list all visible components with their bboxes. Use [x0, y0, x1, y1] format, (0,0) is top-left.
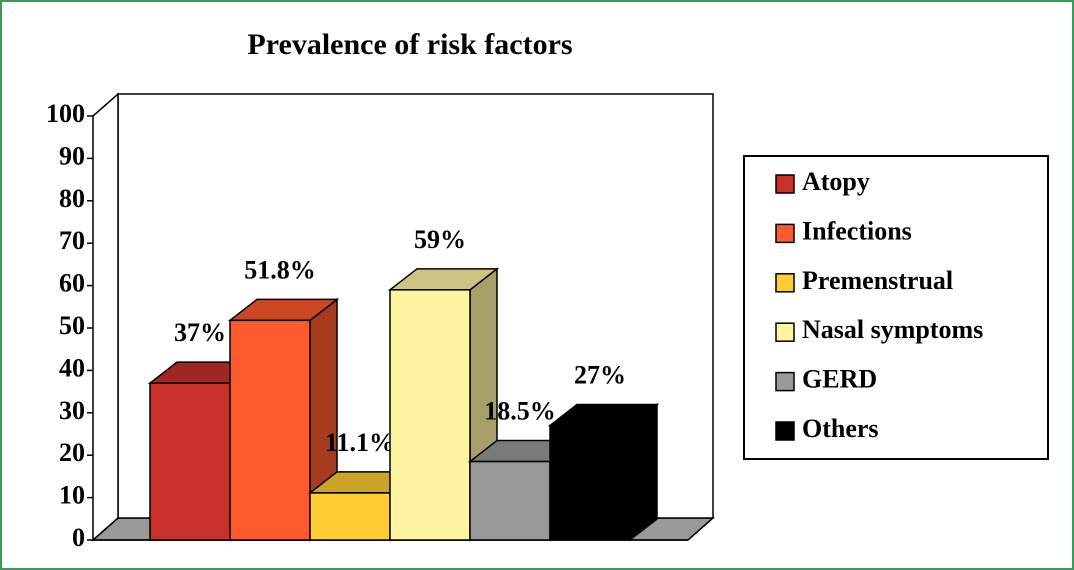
bar: [229, 319, 311, 541]
y-tick-label: 20: [59, 438, 85, 467]
legend-swatch: [775, 174, 795, 194]
value-label: 27%: [574, 360, 626, 389]
legend: [743, 155, 1049, 460]
y-tick-label: 60: [59, 269, 85, 298]
value-label: 59%: [414, 225, 466, 254]
side-wall: [92, 92, 119, 542]
chart-title: Prevalence of risk factors: [247, 28, 572, 61]
legend-label: GERD: [802, 365, 877, 394]
bar: [149, 382, 231, 541]
value-label: 37%: [174, 318, 226, 347]
legend-swatch: [775, 421, 795, 441]
y-tick-label: 30: [59, 396, 85, 425]
legend-swatch: [775, 322, 795, 342]
legend-swatch: [775, 371, 795, 392]
bar: [309, 492, 391, 541]
value-label: 18.5%: [484, 397, 556, 426]
legend-label: Others: [802, 414, 879, 443]
legend-label: Infections: [802, 216, 912, 245]
bar: [389, 289, 471, 541]
y-tick-label: 40: [59, 353, 85, 382]
y-tick-label: 90: [59, 141, 85, 170]
legend-swatch: [775, 223, 795, 244]
y-tick-label: 50: [59, 311, 85, 340]
value-label: 51.8%: [244, 255, 316, 284]
legend-label: Premenstrual: [802, 266, 953, 295]
y-tick-label: 0: [72, 523, 85, 552]
y-tick-label: 80: [59, 184, 85, 213]
y-tick-label: 100: [46, 99, 85, 128]
bar-side: [629, 402, 658, 542]
legend-swatch: [775, 273, 795, 293]
legend-label: Nasal symptoms: [802, 315, 983, 344]
bar: [549, 424, 631, 541]
bar: [469, 460, 551, 541]
y-tick-label: 70: [59, 226, 85, 255]
legend-label: Atopy: [802, 167, 870, 196]
value-label: 11.1%: [325, 428, 395, 457]
y-tick-label: 10: [59, 481, 85, 510]
